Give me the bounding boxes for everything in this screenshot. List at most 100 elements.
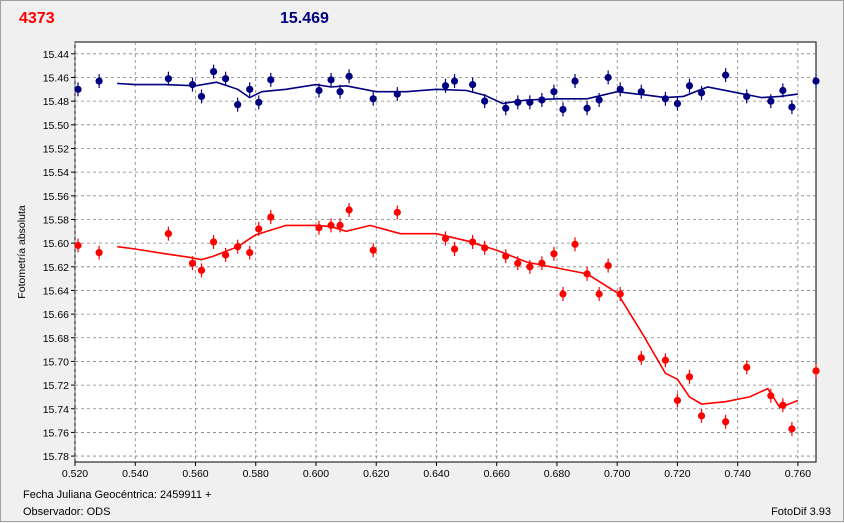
series-1-point [315, 224, 323, 232]
x-tick-label: 0.660 [484, 468, 510, 480]
y-tick-label: 15.60 [43, 238, 69, 250]
series-1-point [697, 412, 706, 420]
series-1-point [571, 240, 579, 248]
x-tick-label: 0.640 [423, 468, 449, 480]
series-0-point [550, 88, 558, 96]
series-1-point [481, 244, 489, 252]
series-1-point [661, 356, 669, 364]
series-1-point [95, 248, 103, 257]
series-0-point [743, 92, 751, 101]
y-tick-label: 15.68 [43, 333, 69, 345]
x-tick-label: 0.760 [785, 468, 811, 480]
series-1-point [514, 259, 522, 267]
series-1-point [779, 401, 787, 409]
series-1-point [616, 290, 624, 298]
x-tick-label: 0.520 [62, 468, 88, 480]
y-axis-label: Fotometría absoluta [16, 205, 28, 299]
series-0-point [616, 85, 624, 93]
series-1-point [197, 266, 206, 274]
y-tick-label: 15.74 [43, 404, 69, 416]
series-0-point [336, 88, 344, 96]
series-0-point [441, 82, 450, 90]
series-0-point [526, 98, 534, 106]
series-0-point [583, 104, 591, 112]
series-0-point [604, 73, 612, 82]
y-tick-label: 15.58 [43, 214, 69, 226]
series-1-point [788, 425, 796, 433]
x-tick-label: 0.580 [243, 468, 269, 480]
y-tick-label: 15.62 [43, 262, 69, 274]
series-0-point [95, 77, 103, 85]
version-label: FotoDif 3.93 [771, 506, 831, 518]
x-tick-label: 0.740 [725, 468, 751, 480]
series-1-point [336, 221, 344, 229]
series-0-point [255, 98, 263, 106]
y-tick-label: 15.72 [43, 380, 69, 392]
series-0-point [571, 77, 579, 85]
y-tick-label: 15.44 [43, 49, 69, 61]
series-1-point [164, 230, 172, 238]
series-0-point [267, 76, 275, 84]
series-1-point [526, 263, 534, 271]
series-0-point [812, 77, 820, 85]
series-0-point [722, 71, 730, 79]
series-1-point [502, 252, 510, 260]
series-1-point [722, 418, 730, 426]
series-0-point [514, 98, 522, 106]
series-1-point [685, 373, 694, 381]
series-1-point [767, 392, 775, 400]
series-1-point [255, 225, 263, 233]
x-tick-label: 0.680 [544, 468, 570, 480]
plot-area [74, 41, 817, 463]
y-tick-label: 15.64 [43, 285, 69, 297]
series-0-point [345, 72, 353, 80]
series-0-point [234, 101, 242, 109]
series-1-point [469, 238, 477, 246]
series-0-point [685, 82, 694, 90]
x-axis-caption: Fecha Juliana Geocéntrica: 2459911 + [23, 489, 212, 501]
x-tick-label: 0.620 [363, 468, 389, 480]
series-0-point [393, 90, 401, 98]
y-tick-label: 15.56 [43, 191, 69, 203]
observer-label: Observador: ODS [23, 506, 111, 518]
series-1-point [538, 259, 546, 267]
y-tick-label: 15.52 [43, 143, 69, 155]
y-tick-label: 15.70 [43, 356, 69, 368]
series-0-point [481, 97, 489, 105]
series-0-point [246, 85, 254, 93]
series-0-point [697, 89, 706, 97]
y-tick-label: 15.66 [43, 309, 69, 321]
series-0-point [779, 86, 787, 95]
y-tick-label: 15.76 [43, 427, 69, 439]
x-tick-label: 0.540 [122, 468, 148, 480]
x-tick-label: 0.700 [604, 468, 630, 480]
series-0-trend-line [117, 81, 799, 105]
y-tick-label: 15.48 [43, 96, 69, 108]
series-1-point [595, 290, 603, 298]
x-tick-label: 0.600 [303, 468, 329, 480]
series-0-point [164, 75, 172, 83]
series-1-point [583, 270, 591, 278]
series-0-point [74, 85, 82, 93]
series-0-point [450, 77, 459, 85]
series-0-point [369, 95, 377, 103]
y-tick-label: 15.78 [43, 451, 69, 463]
series-1-point [450, 245, 459, 253]
series-0-point [469, 80, 477, 89]
series-0-point [197, 92, 206, 101]
series-1-point [743, 363, 751, 371]
series-1-point [267, 213, 275, 221]
series-1-point [441, 234, 450, 242]
series-0-point [661, 95, 669, 103]
series-0-point [209, 67, 218, 76]
target-magnitude-label: 4373 [19, 10, 55, 27]
series-0-point [673, 99, 682, 108]
series-0-point [315, 86, 323, 95]
series-1-point [327, 221, 335, 229]
series-0-point [327, 76, 335, 84]
series-0-point [559, 105, 567, 114]
series-0-point [502, 104, 510, 112]
y-tick-label: 15.54 [43, 167, 69, 179]
